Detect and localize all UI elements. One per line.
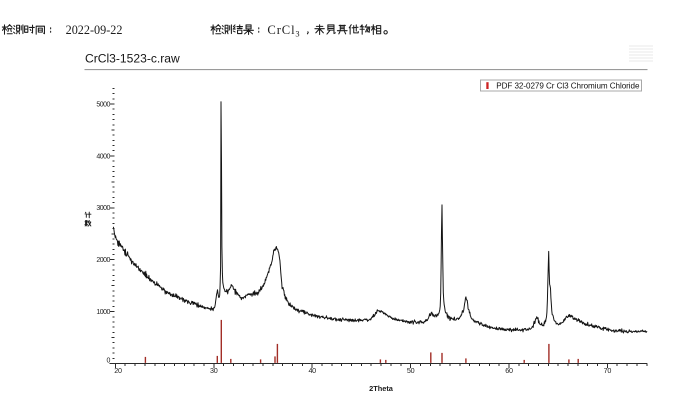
svg-text:3000: 3000 — [96, 205, 110, 212]
svg-text:2022-09-22: 2022-09-22 — [66, 23, 123, 37]
svg-text:20: 20 — [114, 366, 122, 375]
svg-text:CrCl: CrCl — [267, 23, 295, 37]
svg-text:1000: 1000 — [96, 309, 110, 316]
svg-text:5000: 5000 — [96, 101, 110, 108]
svg-text:2000: 2000 — [96, 257, 110, 264]
svg-text:50: 50 — [407, 366, 415, 375]
svg-text:0: 0 — [106, 358, 110, 365]
svg-text:2Theta: 2Theta — [369, 384, 394, 393]
svg-text:PDF 32-0279 Cr Cl3 Chromium Ch: PDF 32-0279 Cr Cl3 Chromium Chloride — [496, 81, 640, 90]
svg-text:40: 40 — [308, 366, 316, 375]
svg-text:70: 70 — [604, 366, 612, 375]
svg-text:4000: 4000 — [96, 153, 110, 160]
svg-text:CrCl3-1523-c.raw: CrCl3-1523-c.raw — [85, 52, 180, 66]
svg-text:30: 30 — [210, 366, 218, 375]
svg-text:3: 3 — [295, 30, 299, 39]
svg-text:60: 60 — [505, 366, 513, 375]
